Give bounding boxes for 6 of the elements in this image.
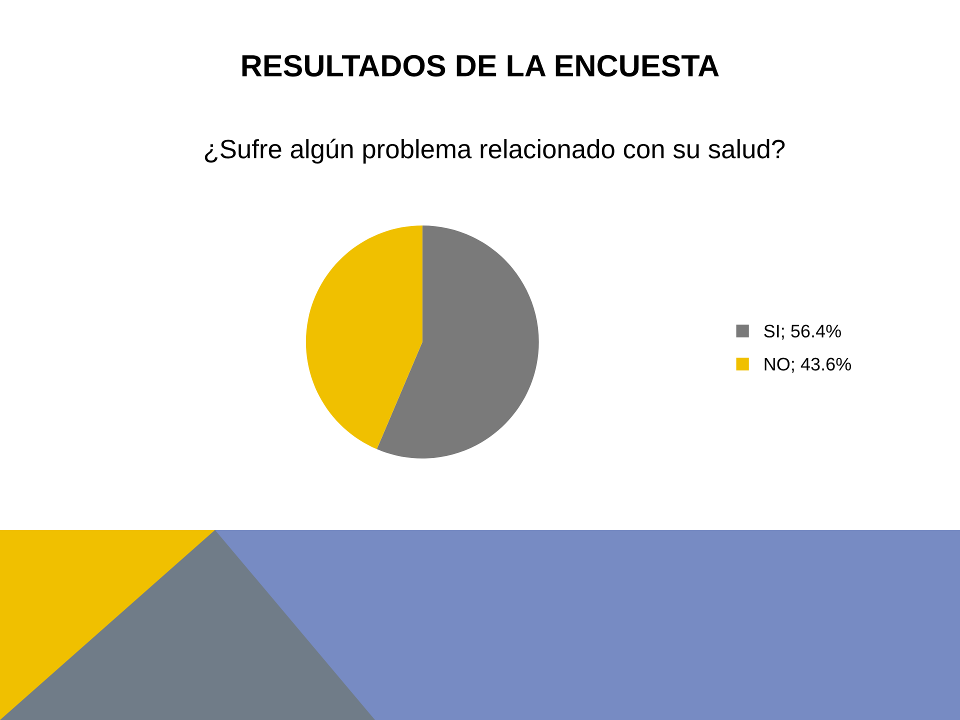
chart-subtitle: ¿Sufre algún problema relacionado con su salud? [204, 138, 785, 164]
legend-label: SI; 56.4% [764, 324, 841, 340]
pie-slice [306, 226, 422, 450]
chart-title: RESULTADOS DE LA ENCUESTA [242, 54, 719, 77]
pie-slice [376, 226, 539, 458]
legend-label: NO; 43.6% [764, 358, 852, 373]
